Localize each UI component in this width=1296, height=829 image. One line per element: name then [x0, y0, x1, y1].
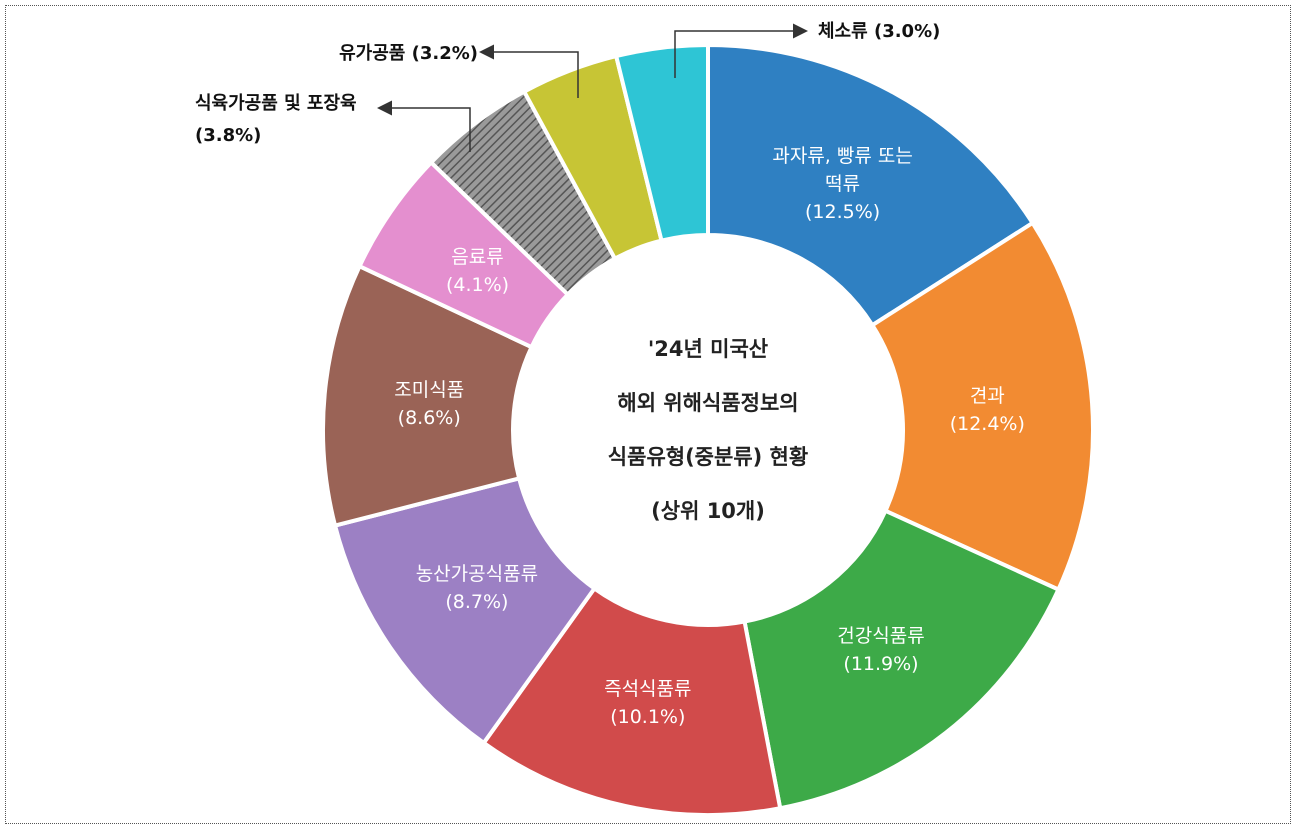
donut-slice	[480, 585, 783, 817]
slice-label: 건강식품류 (11.9%)	[781, 622, 981, 678]
category-label: 조미식품	[394, 378, 465, 401]
slice-label: 조미식품 (8.6%)	[329, 376, 529, 432]
slice-label: 음료류 (4.1%)	[378, 243, 578, 299]
value-label: (4.1%)	[445, 274, 510, 296]
value-label: (12.5%)	[805, 201, 881, 224]
slice-label: 견과 (12.4%)	[887, 382, 1087, 438]
donut-slice	[613, 42, 710, 244]
category-label: 체소류	[818, 21, 868, 42]
donut-slice	[742, 508, 1062, 811]
value-label: (8.7%)	[445, 591, 509, 614]
donut-slice	[869, 220, 1095, 593]
outside-label: 유가공품 (3.2%)	[268, 38, 478, 70]
donut-slice	[706, 42, 1036, 328]
category-label: 유가공품	[339, 43, 406, 64]
value-label: (3.2%)	[411, 43, 478, 64]
donut-slice	[332, 475, 598, 746]
leader-arrow	[377, 100, 471, 152]
leader-arrow	[479, 44, 579, 98]
category-label: 견과	[969, 385, 1005, 408]
value-label: (11.9%)	[843, 653, 919, 676]
donut-slice	[321, 263, 535, 528]
value-label: (3.0%)	[873, 21, 941, 42]
value-label: (8.6%)	[397, 406, 461, 429]
category-label: 건강식품류	[837, 625, 925, 648]
value-label: (12.4%)	[949, 413, 1025, 436]
value-label: (10.1%)	[610, 706, 686, 729]
slice-label: 농산가공식품류 (8.7%)	[377, 560, 577, 616]
slice-label: 즉석식품류 (10.1%)	[548, 675, 748, 731]
value-label: (3.8%)	[195, 125, 262, 146]
center-title: '24년 미국산 해외 위해식품정보의 식품유형(중분류) 현황 (상위 10개…	[607, 337, 809, 523]
category-label: 음료류	[451, 246, 504, 268]
category-label: 농산가공식품류	[415, 563, 539, 586]
leader-arrow	[674, 23, 808, 78]
outside-label: 식육가공품 및 포장육 (3.8%)	[195, 88, 385, 152]
category-label: 과자류, 빵류 또는 떡류	[772, 145, 913, 196]
outside-label: 체소류 (3.0%)	[818, 16, 1038, 48]
category-label: 식육가공품 및 포장육	[195, 93, 357, 114]
frame	[5, 5, 1291, 824]
category-label: 즉석식품류	[604, 678, 692, 701]
slice-label: 과자류, 빵류 또는 떡류 (12.5%)	[768, 142, 918, 226]
